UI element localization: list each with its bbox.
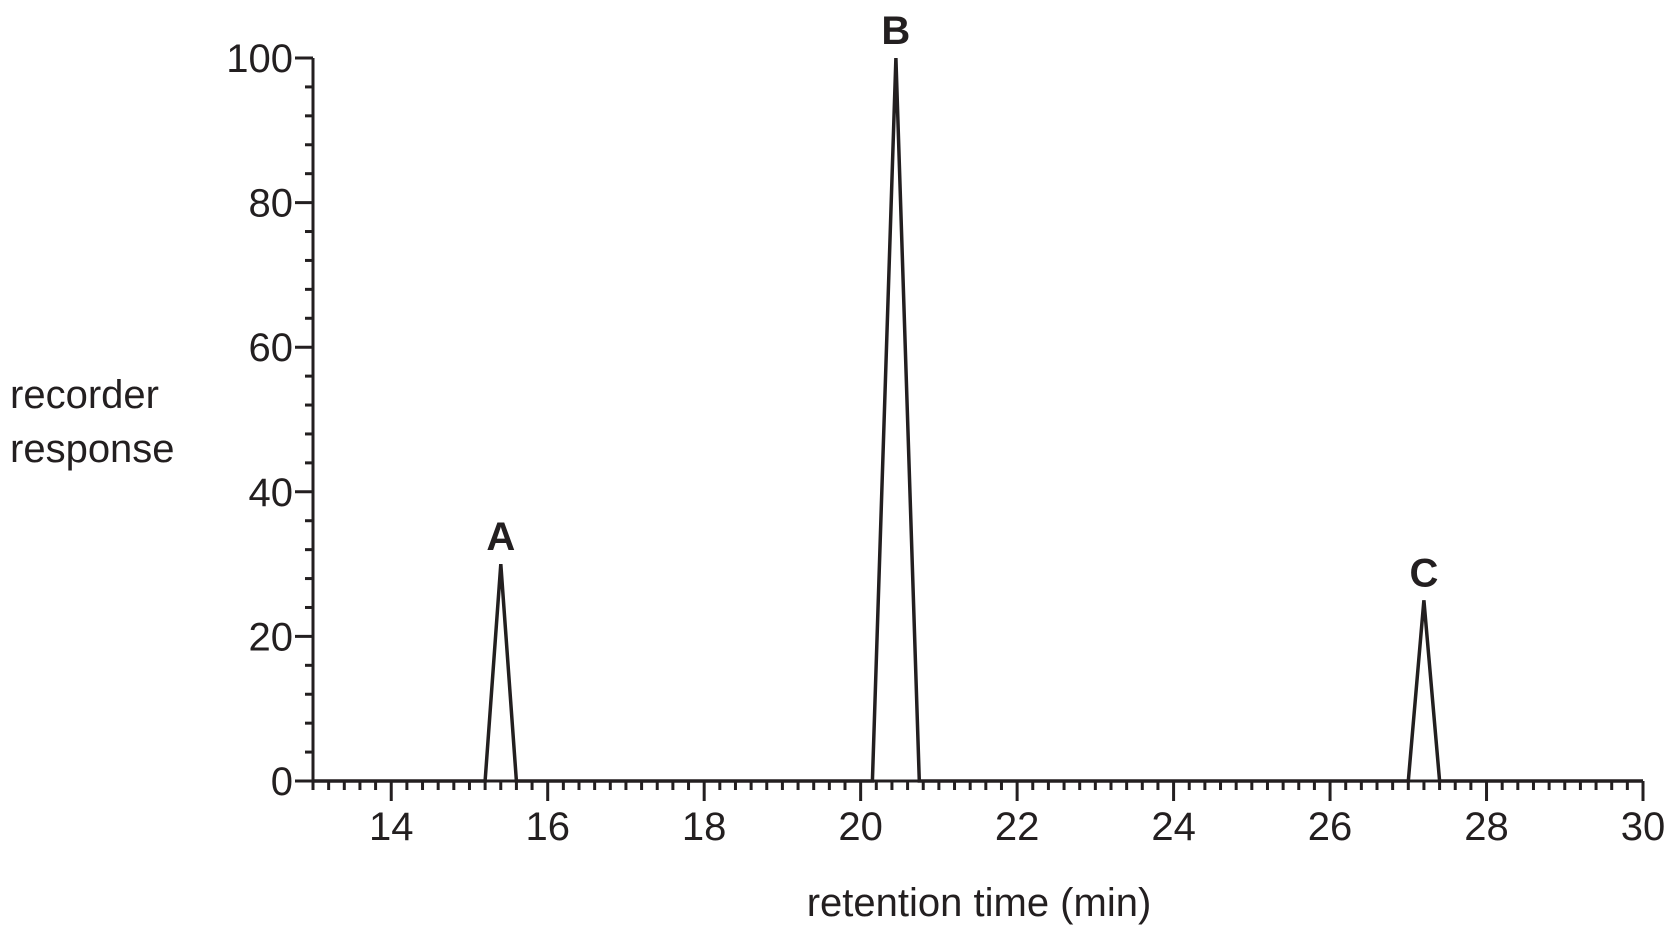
- y-tick-label: 100: [226, 37, 293, 81]
- x-tick-label: 20: [838, 805, 883, 849]
- x-tick-label: 26: [1308, 805, 1353, 849]
- y-axis-title-line-1: recorder: [10, 373, 159, 417]
- plot-area: A B C: [313, 9, 1643, 783]
- y-tick-label: 80: [249, 182, 294, 226]
- y-tick-label: 0: [271, 760, 293, 804]
- chromatogram-trace: [313, 57, 1643, 783]
- peak-label: B: [881, 9, 910, 53]
- peak-label: C: [1409, 551, 1438, 595]
- y-axis-title-line-2: response: [10, 427, 175, 471]
- axes: 0 20 40 60 80 100 14 16 18 20 22 24 26 28 30: [226, 37, 1665, 849]
- x-tick-label: 22: [995, 805, 1040, 849]
- x-tick-label: 16: [525, 805, 570, 849]
- x-tick-label: 14: [369, 805, 414, 849]
- x-tick-label: 30: [1621, 805, 1666, 849]
- y-tick-label: 60: [249, 326, 294, 370]
- x-axis-title: retention time (min): [807, 881, 1152, 925]
- x-tick-label: 24: [1151, 805, 1196, 849]
- peak-label: A: [486, 515, 515, 559]
- y-tick-label: 20: [249, 615, 294, 659]
- y-tick-label: 40: [249, 471, 294, 515]
- x-tick-label: 28: [1464, 805, 1509, 849]
- y-axis-title: recorder response: [10, 373, 175, 471]
- x-tick-label: 18: [682, 805, 727, 849]
